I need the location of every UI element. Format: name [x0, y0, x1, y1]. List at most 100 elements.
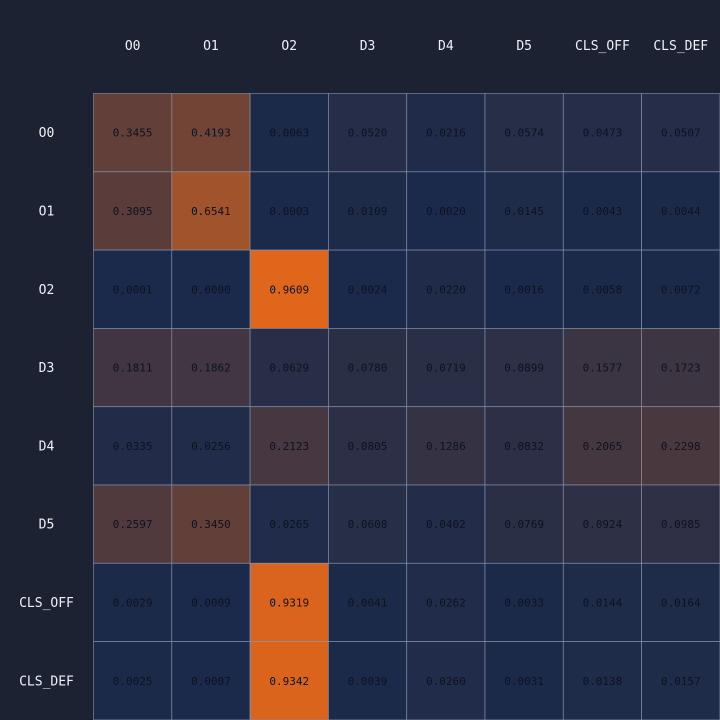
- cell-value-label: 0.0072: [661, 283, 701, 296]
- heatmap-cell: [93, 562, 173, 642]
- cell-value-label: 0.0335: [113, 440, 153, 453]
- cell-value-label: 0.0924: [583, 518, 623, 531]
- heatmap-cell: [641, 249, 720, 329]
- cell-value-label: 0.0256: [191, 440, 231, 453]
- column-label: O2: [281, 39, 297, 54]
- column-label: CLS_OFF: [575, 39, 630, 54]
- heatmap-cell: [484, 93, 564, 173]
- cell-value-label: 0.0000: [191, 283, 231, 296]
- heatmap-cell: [562, 406, 642, 486]
- cell-value-label: 0.0007: [191, 675, 231, 688]
- heatmap-cell: [562, 641, 642, 720]
- cell-value-label: 0.9609: [269, 283, 309, 296]
- heatmap-cell: [327, 484, 408, 564]
- heatmap-cell: [327, 327, 408, 408]
- heatmap-cell: [484, 406, 564, 486]
- cell-value-label: 0.2597: [113, 518, 153, 531]
- heatmap-cells: 0.3455 0.4193 0.0063 0.0520 0.0216 0.0574 0.04…: [93, 93, 720, 720]
- cell-value-label: 0.0805: [348, 440, 388, 453]
- heatmap-cell: [327, 171, 408, 251]
- cell-value-label: 0.0009: [191, 596, 231, 609]
- cell-value-label: 0.0039: [348, 675, 388, 688]
- heatmap-cell: [484, 484, 564, 564]
- column-label: D3: [360, 39, 376, 54]
- cell-value-label: 0.0031: [504, 675, 544, 688]
- cell-value-label: 0.0985: [661, 518, 701, 531]
- cell-value-label: 0.0041: [348, 596, 388, 609]
- cell-value-label: 0.0769: [504, 518, 544, 531]
- heatmap-cell: [171, 406, 251, 486]
- heatmap-cell: [406, 249, 486, 329]
- heatmap-cell: [171, 249, 251, 329]
- cell-value-label: 0.0608: [348, 518, 388, 531]
- heatmap-cell: [484, 171, 564, 251]
- row-label: CLS_DEF: [19, 674, 74, 689]
- cell-value-label: 0.0138: [583, 675, 623, 688]
- heatmap-cell: [249, 484, 329, 564]
- heatmap-cell: [327, 249, 408, 329]
- cell-value-label: 0.4193: [191, 127, 231, 140]
- column-label: O0: [125, 39, 141, 54]
- cell-value-label: 0.0044: [661, 205, 701, 218]
- cell-value-label: 0.1862: [191, 362, 231, 375]
- column-label: O1: [203, 39, 219, 54]
- heatmap-cell: [249, 406, 329, 486]
- cell-value-label: 0.0063: [269, 127, 309, 140]
- column-label: D4: [438, 39, 454, 54]
- cell-value-label: 0.0899: [504, 362, 544, 375]
- cell-value-label: 0.0473: [583, 127, 623, 140]
- heatmap-cell: [171, 171, 251, 251]
- heatmap-cell: [171, 562, 251, 642]
- heatmap-cell: [93, 171, 173, 251]
- column-label: D5: [516, 39, 532, 54]
- cell-value-label: 0.0262: [426, 596, 466, 609]
- cell-value-label: 0.1286: [426, 440, 466, 453]
- heatmap-cell: [249, 327, 329, 408]
- cell-value-label: 0.0216: [426, 127, 466, 140]
- cell-value-label: 0.2298: [661, 440, 701, 453]
- cell-value-label: 0.0001: [113, 283, 153, 296]
- heatmap-cell: [171, 484, 251, 564]
- cell-value-label: 0.3455: [113, 127, 153, 140]
- cell-value-label: 0.1723: [661, 362, 701, 375]
- heatmap-cell: [249, 249, 329, 329]
- cell-value-label: 0.0033: [504, 596, 544, 609]
- heatmap-cell: [249, 641, 329, 720]
- cell-value-label: 0.3095: [113, 205, 153, 218]
- row-label: D5: [39, 518, 55, 533]
- cell-value-label: 0.0020: [426, 205, 466, 218]
- cell-value-label: 0.6541: [191, 205, 231, 218]
- heatmap-cell: [484, 562, 564, 642]
- heatmap-cell: [406, 327, 486, 408]
- cell-value-label: 0.0507: [661, 127, 701, 140]
- heatmap-cell: [641, 171, 720, 251]
- heatmap-cell: [93, 641, 173, 720]
- heatmap-cell: [484, 327, 564, 408]
- cell-value-label: 0.0780: [348, 362, 388, 375]
- cell-value-label: 0.2123: [269, 440, 309, 453]
- cell-value-label: 0.0629: [269, 362, 309, 375]
- cell-value-label: 0.0157: [661, 675, 701, 688]
- heatmap-cell: [171, 93, 251, 173]
- cell-value-label: 0.0832: [504, 440, 544, 453]
- cell-value-label: 0.0145: [504, 205, 544, 218]
- cell-value-label: 0.9319: [269, 596, 309, 609]
- cell-value-label: 0.0144: [583, 596, 623, 609]
- heatmap-cell: [327, 562, 408, 642]
- heatmap-cell: [249, 171, 329, 251]
- heatmap-cell: [641, 484, 720, 564]
- heatmap-cell: [406, 641, 486, 720]
- cell-value-label: 0.0265: [269, 518, 309, 531]
- cell-value-label: 0.0574: [504, 127, 544, 140]
- row-label: CLS_OFF: [19, 596, 74, 611]
- cell-value-label: 0.0058: [583, 283, 623, 296]
- cell-value-label: 0.0029: [113, 596, 153, 609]
- cell-value-label: 0.0402: [426, 518, 466, 531]
- cell-value-label: 0.0220: [426, 283, 466, 296]
- heatmap-cell: [484, 249, 564, 329]
- heatmap-cell: [562, 484, 642, 564]
- heatmap-cell: [406, 171, 486, 251]
- cell-value-label: 0.0016: [504, 283, 544, 296]
- cell-value-label: 0.0719: [426, 362, 466, 375]
